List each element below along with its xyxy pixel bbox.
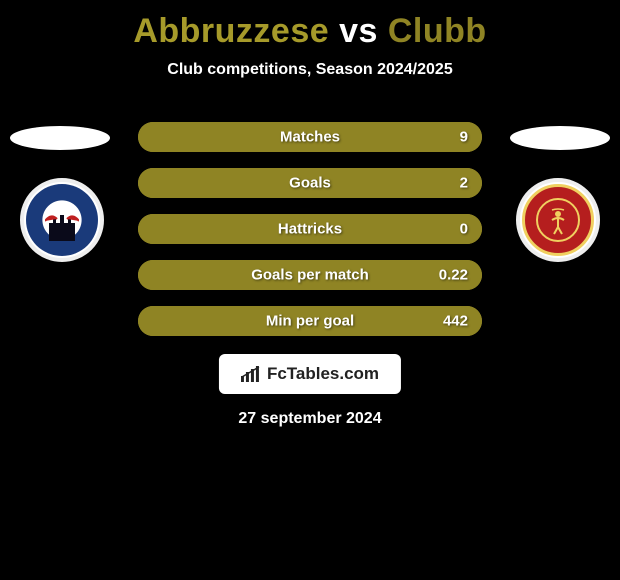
subtitle: Club competitions, Season 2024/2025	[0, 61, 620, 79]
club-logo-right	[516, 178, 600, 262]
stat-row-goals-per-match: Goals per match 0.22	[138, 260, 482, 290]
stat-label: Matches	[280, 129, 340, 146]
archer-icon	[542, 204, 574, 236]
stat-label: Hattricks	[278, 221, 342, 238]
stat-value: 2	[460, 175, 468, 192]
page-title: Abbruzzese vs Clubb	[0, 0, 620, 51]
stat-row-matches: Matches 9	[138, 122, 482, 152]
castle-icon	[45, 211, 79, 241]
brand-badge: FcTables.com	[219, 354, 401, 394]
club-logo-left	[20, 178, 104, 262]
stat-value: 0.22	[439, 267, 468, 284]
stat-value: 442	[443, 313, 468, 330]
stat-row-min-per-goal: Min per goal 442	[138, 306, 482, 336]
title-mid: vs	[329, 12, 388, 50]
player-marker-left	[10, 126, 110, 150]
club-badge-right	[522, 184, 594, 256]
club-badge-left	[26, 184, 98, 256]
stats-container: Matches 9 Goals 2 Hattricks 0 Goals per …	[138, 122, 482, 352]
stat-label: Min per goal	[266, 313, 354, 330]
stat-label: Goals per match	[251, 267, 369, 284]
stat-value: 9	[460, 129, 468, 146]
bars-icon	[241, 366, 261, 382]
brand-text: FcTables.com	[267, 364, 379, 384]
stat-row-hattricks: Hattricks 0	[138, 214, 482, 244]
player-marker-right	[510, 126, 610, 150]
stat-row-goals: Goals 2	[138, 168, 482, 198]
stat-value: 0	[460, 221, 468, 238]
title-left: Abbruzzese	[133, 12, 329, 50]
date-label: 27 september 2024	[238, 410, 381, 428]
title-right: Clubb	[388, 12, 487, 50]
stat-label: Goals	[289, 175, 331, 192]
